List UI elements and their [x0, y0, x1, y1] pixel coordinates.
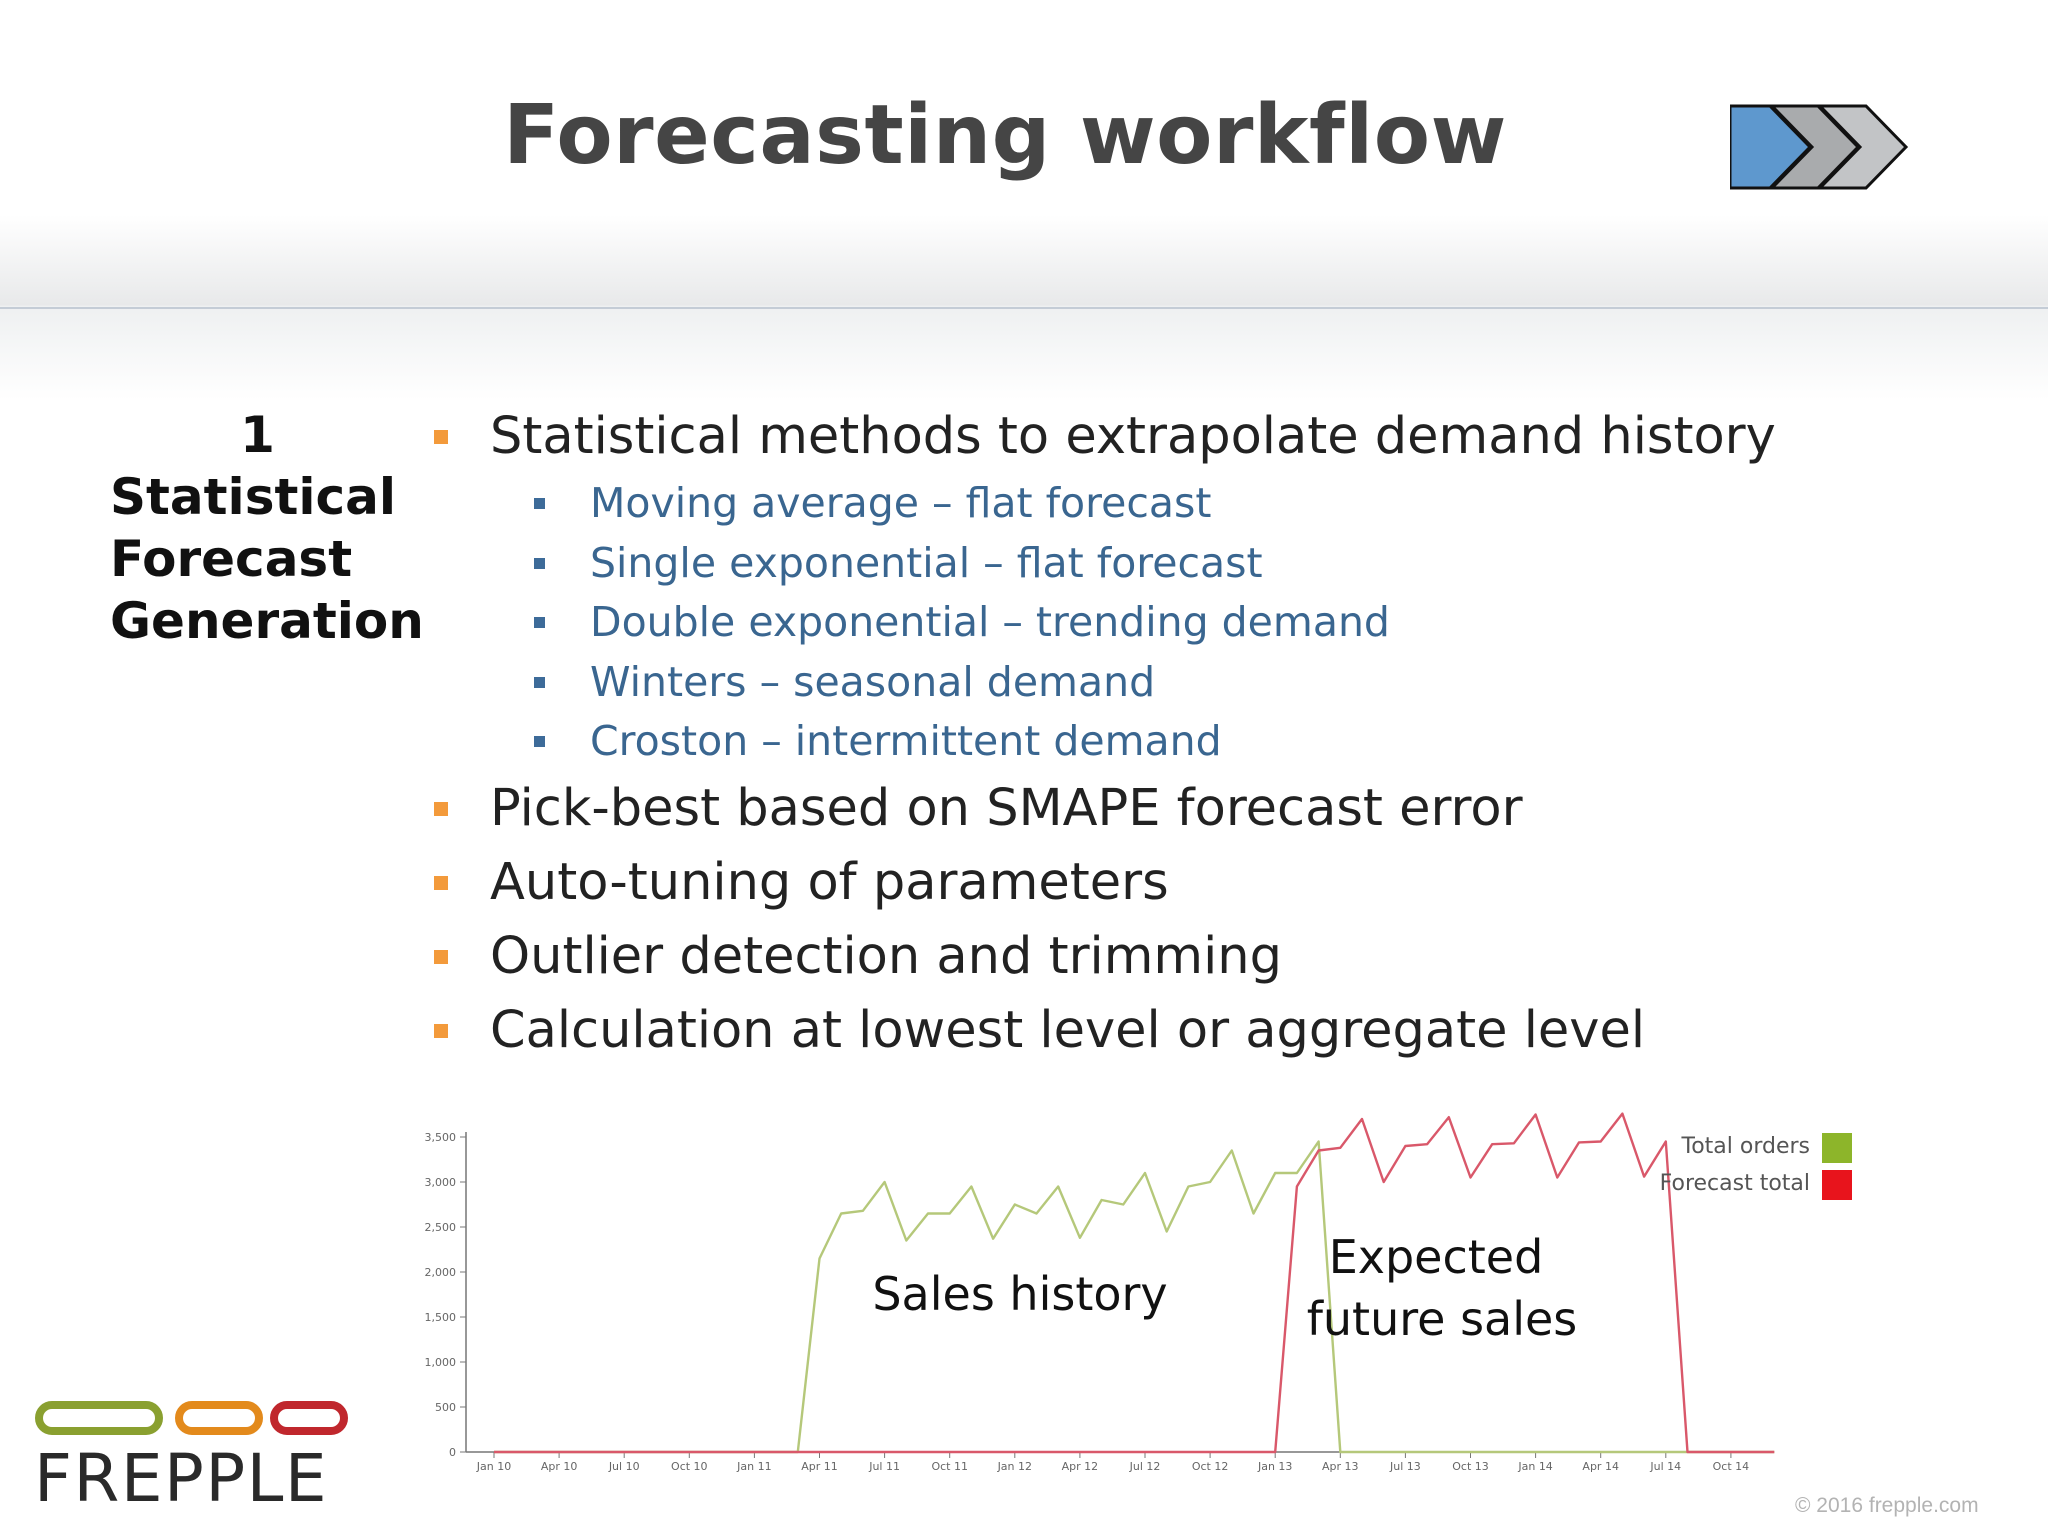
chart-svg: 0 500 1,000 1,500 2,000 2,500 3,000 3,500 Jan 10…	[425, 1112, 1852, 1473]
annotation-expected-line2: future sales	[1307, 1292, 1578, 1346]
sub-bullet-text: Croston – intermittent demand	[590, 717, 1222, 765]
y-tick-label: 2,500	[425, 1221, 457, 1234]
y-tick-label: 3,000	[425, 1176, 457, 1189]
sub-bullet-text: Double exponential – trending demand	[590, 598, 1390, 646]
bullet-item: Pick-best based on SMAPE forecast error	[430, 772, 1990, 846]
bullet-item: Auto-tuning of parameters	[430, 846, 1990, 920]
sub-bullet-item: Croston – intermittent demand	[430, 712, 1990, 772]
legend-swatch-1	[1822, 1170, 1852, 1200]
annotation-expected-line1: Expected	[1329, 1230, 1544, 1284]
bullet-square-icon	[534, 676, 545, 688]
legend-swatch-0	[1822, 1133, 1852, 1163]
bullet-text: Auto-tuning of parameters	[490, 852, 1169, 912]
legend-label-1: Forecast total	[1660, 1171, 1810, 1196]
header-divider	[0, 307, 2048, 309]
y-tick-label: 0	[449, 1446, 456, 1459]
x-tick-label: Oct 13	[1452, 1460, 1489, 1473]
bullet-item: Outlier detection and trimming	[430, 920, 1990, 994]
sub-bullet-item: Double exponential – trending demand	[430, 593, 1990, 653]
x-tick-label: Jul 11	[868, 1460, 900, 1473]
sub-bullet-text: Winters – seasonal demand	[590, 657, 1156, 706]
bullet-item: Calculation at lowest level or aggregate…	[430, 994, 1990, 1068]
process-arrows-icon	[1728, 104, 1915, 194]
x-tick-label: Apr 10	[541, 1460, 578, 1473]
x-tick-label: Jan 10	[476, 1460, 511, 1473]
sub-bullet-item: Moving average – flat forecast	[430, 474, 1990, 534]
x-tick-label: Apr 14	[1582, 1460, 1619, 1473]
annotation-sales-history: Sales history	[872, 1267, 1167, 1321]
bullet-square-icon	[434, 430, 448, 444]
bullet-square-icon	[534, 736, 545, 747]
bullet-text: Outlier detection and trimming	[490, 926, 1282, 986]
bullet-square-icon	[434, 801, 448, 816]
bullet-list: Statistical methods to extrapolate deman…	[430, 400, 1990, 1068]
section-label-line: Statistical	[110, 468, 397, 526]
x-tick-label: Jul 13	[1389, 1460, 1421, 1473]
bullet-text: Statistical methods to extrapolate deman…	[490, 407, 1776, 466]
copyright-text: © 2016 frepple.com	[1795, 1494, 1979, 1517]
y-tick-label: 500	[435, 1401, 456, 1414]
slide-title: Forecasting workflow	[503, 88, 1507, 183]
bullet-square-icon	[434, 1023, 448, 1038]
x-tick-label: Jan 12	[997, 1460, 1032, 1473]
bullet-square-icon	[534, 557, 545, 569]
bullet-square-icon	[434, 875, 448, 890]
y-tick-label: 2,000	[425, 1266, 457, 1279]
x-tick-label: Jul 10	[608, 1460, 640, 1473]
bullet-square-icon	[534, 617, 545, 628]
x-tick-label: Jan 14	[1517, 1460, 1552, 1473]
bullet-text: Pick-best based on SMAPE forecast error	[490, 778, 1523, 838]
x-tick-label: Apr 11	[801, 1460, 838, 1473]
sub-bullet-text: Moving average – flat forecast	[590, 479, 1212, 527]
series-line-1	[494, 1112, 1775, 1454]
y-tick-label: 1,000	[425, 1356, 457, 1369]
section-label-line: Forecast	[110, 530, 353, 588]
bullet-square-icon	[434, 949, 448, 964]
logo-wordmark: FREPPLE	[34, 1440, 328, 1510]
y-tick-label: 1,500	[425, 1311, 457, 1324]
y-tick-label: 3,500	[425, 1131, 457, 1144]
section-number: 1	[240, 406, 275, 464]
x-tick-label: Oct 14	[1713, 1460, 1750, 1473]
sub-bullet-item: Single exponential – flat forecast	[430, 534, 1990, 594]
x-tick-label: Jan 11	[736, 1460, 771, 1473]
bullet-item: Statistical methods to extrapolate deman…	[430, 400, 1990, 474]
sub-bullet-item: Winters – seasonal demand	[430, 653, 1990, 713]
bullet-text: Calculation at lowest level or aggregate…	[490, 1000, 1645, 1060]
section-label: 1 Statistical Forecast Generation	[110, 404, 424, 652]
header-band	[0, 0, 2048, 400]
bullet-square-icon	[534, 498, 545, 509]
section-label-line: Generation	[110, 592, 424, 650]
x-tick-label: Oct 10	[671, 1460, 708, 1473]
x-tick-label: Apr 12	[1062, 1460, 1099, 1473]
x-tick-label: Oct 12	[1192, 1460, 1229, 1473]
x-tick-label: Jan 13	[1257, 1460, 1292, 1473]
x-tick-label: Apr 13	[1322, 1460, 1359, 1473]
x-tick-label: Jul 14	[1649, 1460, 1681, 1473]
sub-bullet-text: Single exponential – flat forecast	[590, 538, 1263, 587]
x-tick-label: Oct 11	[931, 1460, 968, 1473]
legend-label-0: Total orders	[1681, 1134, 1811, 1159]
x-tick-label: Jul 12	[1129, 1460, 1161, 1473]
forecast-chart: 0 500 1,000 1,500 2,000 2,500 3,000 3,500 Jan 10…	[400, 1110, 1900, 1490]
frepple-logo: FREPPLE	[34, 1400, 354, 1517]
